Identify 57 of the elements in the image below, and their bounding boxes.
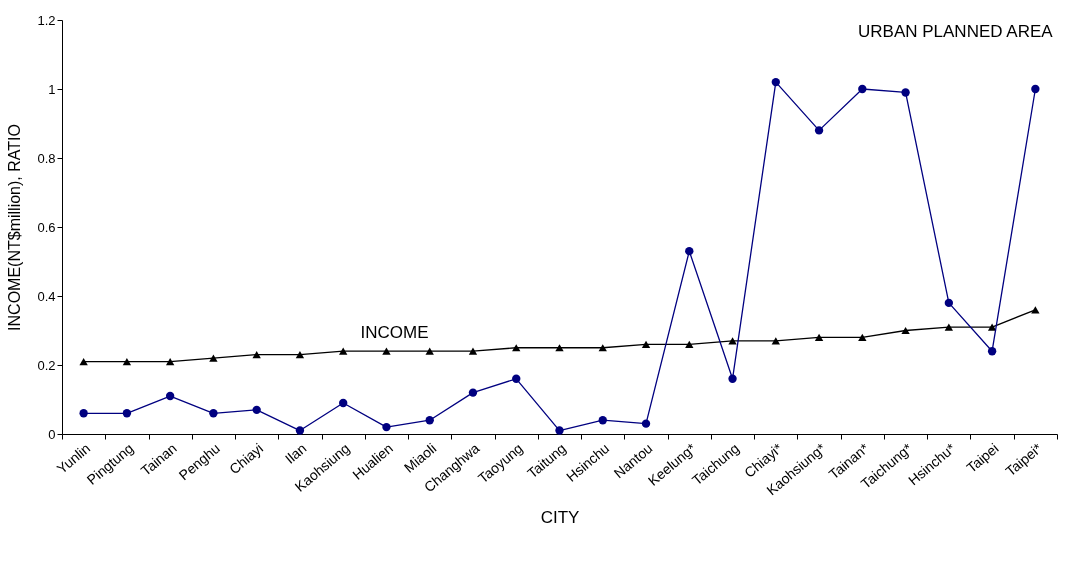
y-tick-label: 0.6 xyxy=(37,219,56,235)
point xyxy=(295,426,305,435)
y-axis-title: INCOME(NT$million), RATIO xyxy=(6,124,24,331)
point xyxy=(512,374,521,383)
point xyxy=(814,333,824,342)
point xyxy=(512,344,521,352)
point xyxy=(1031,84,1040,94)
point xyxy=(382,347,391,355)
point xyxy=(641,340,651,348)
point xyxy=(901,88,910,97)
point xyxy=(468,388,478,397)
point xyxy=(339,347,348,355)
point xyxy=(555,344,564,352)
point xyxy=(165,391,175,401)
y-tick-label: 0.8 xyxy=(37,150,56,166)
point xyxy=(858,333,867,342)
point xyxy=(209,354,218,362)
point xyxy=(685,246,694,256)
point xyxy=(728,337,737,345)
point xyxy=(814,126,824,135)
point xyxy=(641,419,651,428)
point xyxy=(987,323,997,331)
y-tick-label: 0.2 xyxy=(37,357,56,373)
y-tick-label: 1.2 xyxy=(37,12,56,28)
point xyxy=(79,409,88,418)
series-label: INCOME xyxy=(360,322,429,342)
x-axis-title: CITY xyxy=(540,508,580,528)
point xyxy=(685,340,694,348)
point xyxy=(382,422,391,432)
point xyxy=(425,347,434,355)
point xyxy=(79,357,88,366)
point xyxy=(252,351,261,359)
text: URBAN PLANNED AREA xyxy=(858,22,1054,42)
point xyxy=(901,326,910,335)
y-tick-label: 0.4 xyxy=(37,288,56,304)
point xyxy=(944,323,954,331)
point xyxy=(598,344,607,352)
point xyxy=(771,77,780,87)
y-tick-label: 0 xyxy=(48,426,56,442)
point xyxy=(468,347,478,355)
point xyxy=(122,357,132,366)
point xyxy=(339,398,348,408)
point xyxy=(122,409,132,418)
point xyxy=(598,416,607,425)
point xyxy=(209,409,218,418)
point xyxy=(987,347,997,356)
point xyxy=(252,405,261,415)
point xyxy=(555,426,564,435)
y-tick-label: 1 xyxy=(48,81,56,97)
point xyxy=(425,416,434,425)
point xyxy=(728,374,737,383)
point xyxy=(858,84,867,94)
point xyxy=(165,357,175,366)
point xyxy=(944,298,954,308)
point xyxy=(295,351,305,359)
point xyxy=(1031,306,1040,314)
point xyxy=(771,337,780,345)
